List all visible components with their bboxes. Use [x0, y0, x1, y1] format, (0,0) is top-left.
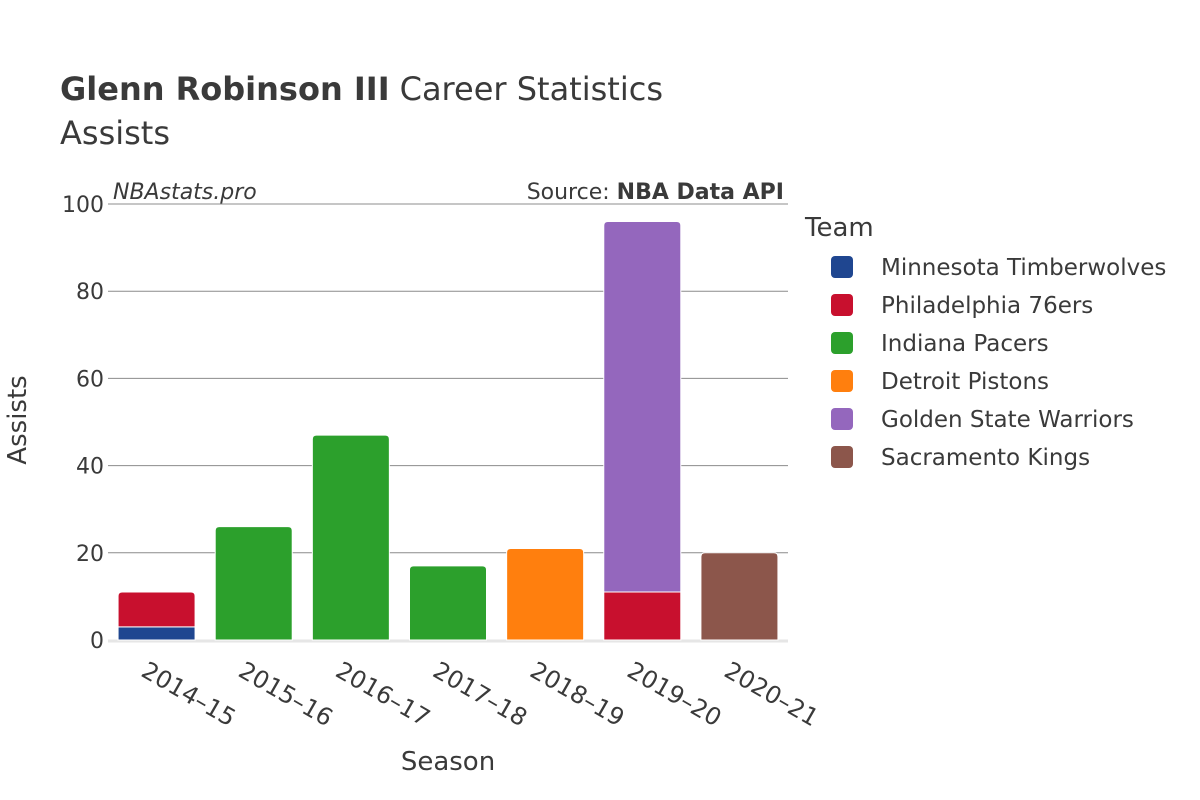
legend-label-sacramento-kings: Sacramento Kings [881, 445, 1090, 471]
source-label: Source: [527, 180, 617, 205]
y-tick-labels: 0 20 40 60 80 100 [62, 193, 104, 654]
bar-2018-19-detroit-pistons [506, 547, 585, 641]
x-tick-2018-19: 2018–19 [525, 656, 629, 732]
bar-2014-15-philadelphia-76ers [117, 591, 196, 628]
legend-item-sacramento-kings: Sacramento Kings [831, 445, 1090, 471]
legend-item-philadelphia-76ers: Philadelphia 76ers [831, 293, 1093, 319]
y-tick-60: 60 [76, 367, 104, 392]
legend-swatch-philadelphia-76ers [831, 294, 853, 316]
x-tick-2014-15: 2014–15 [137, 656, 241, 732]
y-tick-80: 80 [76, 280, 104, 305]
chart-subtitle: Assists [60, 114, 170, 152]
legend-item-golden-state-warriors: Golden State Warriors [831, 407, 1134, 433]
bar-2019-20-golden-state-warriors [603, 220, 682, 593]
x-tick-2016-17: 2016–17 [331, 656, 435, 732]
y-axis-title: Assists [3, 375, 33, 464]
x-tick-labels: 2014–152015–162016–172017–182018–192019–… [137, 656, 824, 732]
watermark: NBAstats.pro [113, 180, 257, 205]
y-tick-20: 20 [76, 542, 104, 567]
x-tick-2019-20: 2019–20 [622, 656, 726, 732]
source-note: Source: NBA Data API [527, 180, 784, 205]
x-axis-title: Season [401, 747, 495, 777]
legend-swatch-minnesota-timberwolves [831, 256, 853, 278]
bar-2019-20-philadelphia-76ers [603, 591, 682, 641]
y-tick-40: 40 [76, 455, 104, 480]
legend-label-minnesota-timberwolves: Minnesota Timberwolves [881, 255, 1166, 281]
legend-swatch-indiana-pacers [831, 332, 853, 354]
chart-title-suffix: Career Statistics [400, 70, 663, 108]
legend-item-minnesota-timberwolves: Minnesota Timberwolves [831, 255, 1166, 281]
bars [117, 220, 779, 641]
legend-label-golden-state-warriors: Golden State Warriors [881, 407, 1134, 433]
legend-item-detroit-pistons: Detroit Pistons [831, 369, 1049, 395]
legend-label-detroit-pistons: Detroit Pistons [881, 369, 1049, 395]
source-name: NBA Data API [617, 180, 784, 205]
legend-label-philadelphia-76ers: Philadelphia 76ers [881, 293, 1093, 319]
bar-2016-17-indiana-pacers [311, 434, 390, 641]
chart-title: Glenn Robinson III Career Statistics [60, 70, 663, 108]
bar-2020-21-sacramento-kings [700, 552, 779, 641]
legend: Minnesota Timberwolves Philadelphia 76ers… [831, 255, 1166, 471]
legend-title: Team [804, 213, 874, 243]
legend-swatch-golden-state-warriors [831, 408, 853, 430]
y-tick-0: 0 [90, 629, 104, 654]
bar-2014-15-minnesota-timberwolves [117, 626, 196, 641]
legend-item-indiana-pacers: Indiana Pacers [831, 331, 1049, 357]
x-tick-2020-21: 2020–21 [720, 656, 824, 732]
bar-2015-16-indiana-pacers [214, 526, 293, 641]
bar-2017-18-indiana-pacers [409, 565, 487, 641]
legend-swatch-detroit-pistons [831, 370, 853, 392]
legend-label-indiana-pacers: Indiana Pacers [881, 331, 1049, 357]
x-tick-2015-16: 2015–16 [234, 656, 338, 732]
chart-title-name: Glenn Robinson III [60, 70, 390, 108]
legend-swatch-sacramento-kings [831, 446, 853, 468]
y-tick-100: 100 [62, 193, 104, 218]
x-tick-2017-18: 2017–18 [428, 656, 532, 732]
